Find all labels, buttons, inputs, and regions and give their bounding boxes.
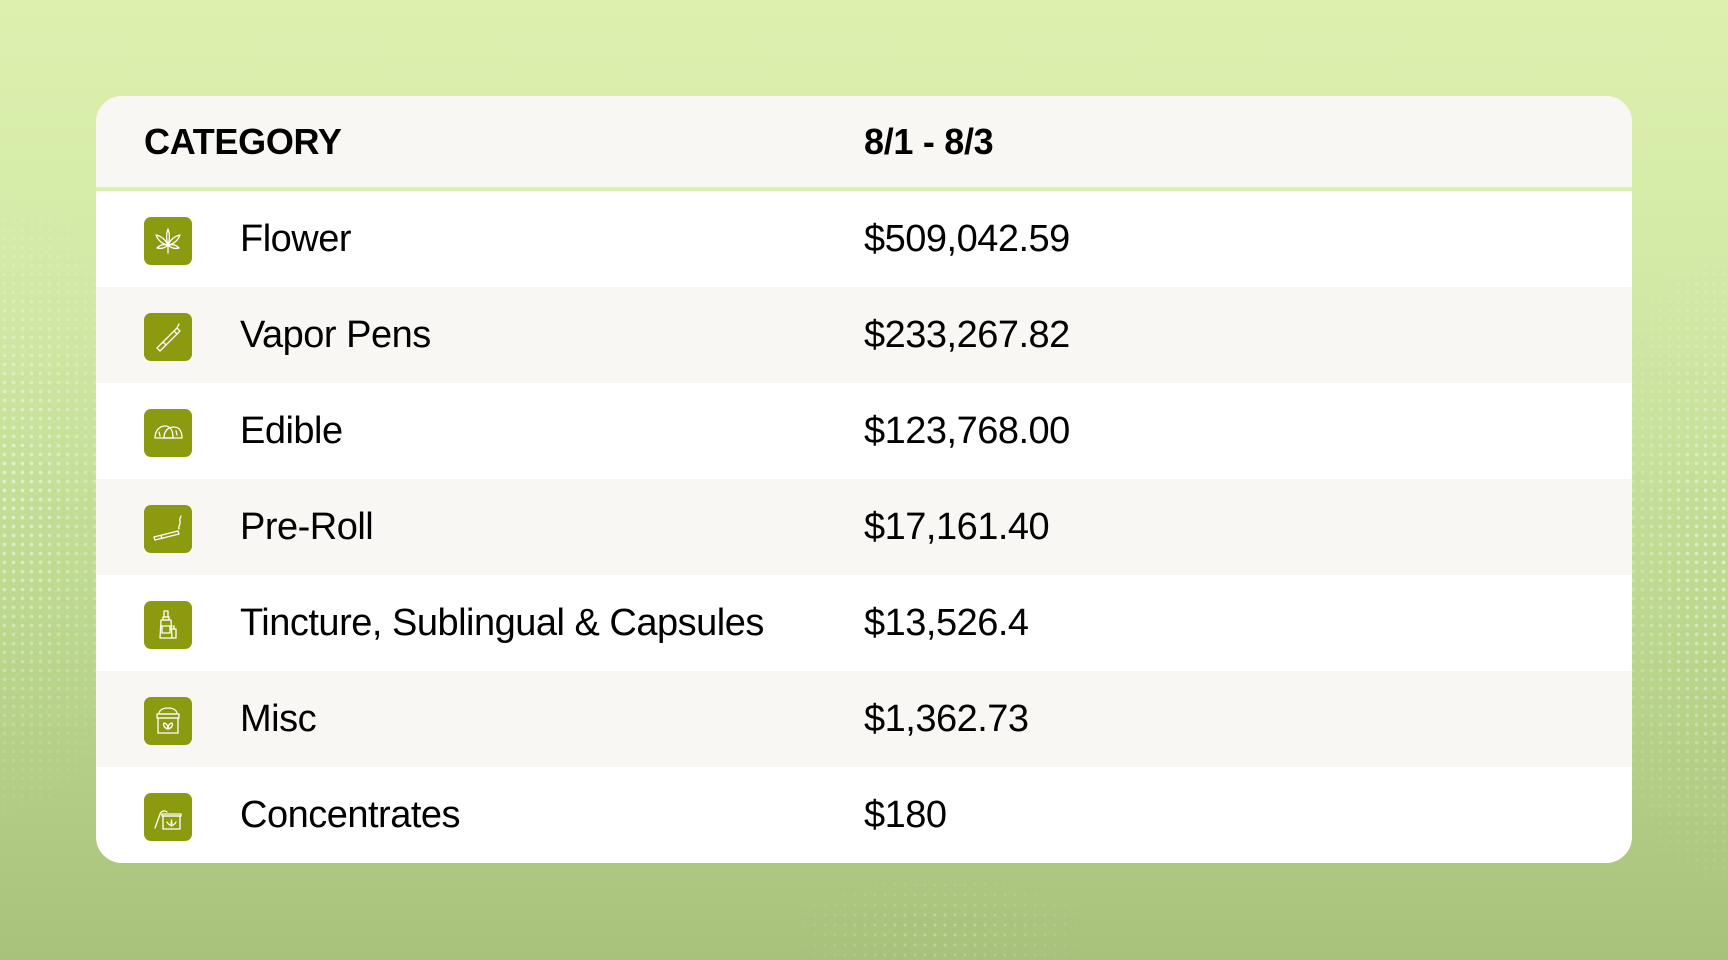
cannabis-leaf-icon — [144, 217, 192, 265]
cream-jar-icon — [144, 697, 192, 745]
table-row: Vapor Pens $233,267.82 — [96, 287, 1632, 383]
date-range-column-header: 8/1 - 8/3 — [864, 121, 994, 162]
category-label: Concentrates — [240, 794, 461, 836]
category-column-header: CATEGORY — [144, 121, 342, 162]
sales-value: $1,362.73 — [864, 698, 1029, 740]
tincture-bottle-icon — [144, 601, 192, 649]
sales-value: $509,042.59 — [864, 218, 1070, 260]
category-label: Tincture, Sublingual & Capsules — [240, 602, 764, 644]
table-header: CATEGORY 8/1 - 8/3 — [96, 96, 1632, 191]
sales-value: $17,161.40 — [864, 506, 1050, 548]
sales-value: $180 — [864, 794, 947, 836]
category-label: Misc — [240, 698, 317, 740]
sales-by-category-table: CATEGORY 8/1 - 8/3 Flower $509,042.59 — [96, 96, 1632, 863]
vape-pen-icon — [144, 313, 192, 361]
sales-value: $233,267.82 — [864, 314, 1070, 356]
category-label: Edible — [240, 410, 343, 452]
pre-roll-icon — [144, 505, 192, 553]
sales-value: $13,526.4 — [864, 602, 1029, 644]
category-label: Vapor Pens — [240, 314, 431, 356]
table-row: Tincture, Sublingual & Capsules $13,526.… — [96, 575, 1632, 671]
table-row: Flower $509,042.59 — [96, 191, 1632, 287]
category-label: Flower — [240, 218, 352, 260]
category-label: Pre-Roll — [240, 506, 374, 548]
gummy-icon — [144, 409, 192, 457]
table-row: Misc $1,362.73 — [96, 671, 1632, 767]
table-row: Edible $123,768.00 — [96, 383, 1632, 479]
table-row: Concentrates $180 — [96, 767, 1632, 863]
sales-value: $123,768.00 — [864, 410, 1070, 452]
table-row: Pre-Roll $17,161.40 — [96, 479, 1632, 575]
concentrate-jar-icon — [144, 793, 192, 841]
